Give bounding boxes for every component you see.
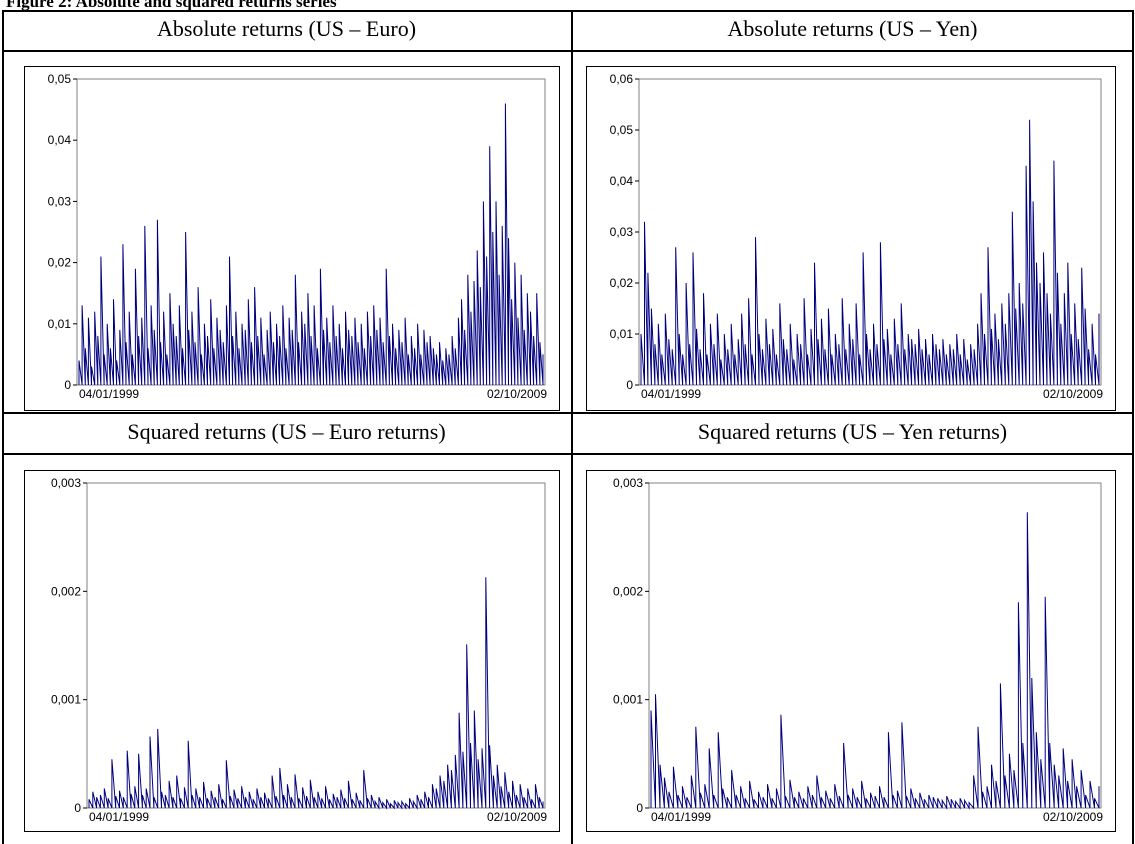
- plot-area: [648, 482, 1102, 809]
- plot-area: [638, 78, 1102, 386]
- chart-sq-yen: 0 0,001 0,002 0,003 04/01/1999 02/10/2009: [586, 470, 1116, 832]
- x-tick-label-start: 04/01/1999: [651, 810, 711, 824]
- y-tick-label: 0,001: [51, 693, 81, 707]
- y-tick-label: 0,001: [613, 693, 643, 707]
- table-border-left: [2, 10, 4, 844]
- x-tick-label-end: 02/10/2009: [487, 810, 547, 824]
- figure-caption: Figure 2: Absolute and squared returns s…: [6, 0, 337, 11]
- table-border-row2: [2, 412, 1134, 414]
- series-line: [640, 119, 1100, 386]
- x-tick-label-start: 04/01/1999: [89, 810, 149, 824]
- table-border-middle: [571, 10, 573, 844]
- panel-title-sq-euro: Squared returns (US – Euro returns): [127, 419, 446, 444]
- x-tick-label-start: 04/01/1999: [79, 387, 139, 401]
- panel-title-sq-yen: Squared returns (US – Yen returns): [697, 419, 1008, 444]
- table-border-top: [2, 10, 1134, 12]
- y-tick-label: 0,05: [48, 72, 72, 86]
- y-tick-label: 0,002: [51, 584, 81, 598]
- plot-area: [76, 78, 546, 386]
- y-tick-label: 0,02: [48, 256, 72, 270]
- panel-title-abs-euro: Absolute returns (US – Euro): [156, 16, 417, 41]
- y-tick-label: 0,01: [48, 317, 72, 331]
- table-border-right: [1132, 10, 1134, 844]
- y-tick-label: 0: [64, 378, 71, 392]
- chart-abs-euro: 0 0,01 0,02 0,03 0,04 0,05 04/01/1999 02/10/200…: [24, 66, 560, 411]
- y-tick-label: 0: [74, 801, 81, 815]
- y-tick-label: 0,06: [610, 72, 634, 86]
- figure-table: Absolute returns (US – Euro) Absolute re…: [2, 10, 1135, 844]
- y-tick-label: 0,02: [610, 276, 634, 290]
- x-tick-label-start: 04/01/1999: [641, 387, 701, 401]
- y-tick-label: 0,01: [610, 327, 634, 341]
- y-tick-label: 0,002: [613, 584, 643, 598]
- chart-abs-yen: 0 0,01 0,02 0,03 0,04 0,05 0,06 04/01/1999 02/10…: [586, 66, 1116, 411]
- chart-sq-euro-svg: 0 0,001 0,002 0,003 04/01/1999 02/10/2009: [51, 476, 547, 824]
- chart-abs-yen-svg: 0 0,01 0,02 0,03 0,04 0,05 0,06 04/01/1999 02/10…: [610, 72, 1104, 401]
- y-tick-label: 0: [636, 801, 643, 815]
- table-border-row3: [2, 453, 1134, 455]
- y-tick-label: 0,04: [48, 133, 72, 147]
- y-tick-label: 0,04: [610, 174, 634, 188]
- series-line: [78, 103, 544, 386]
- y-tick-label: 0,003: [51, 476, 81, 490]
- table-border-row1: [2, 50, 1134, 52]
- y-tick-label: 0,003: [613, 476, 643, 490]
- chart-sq-euro: 0 0,001 0,002 0,003 04/01/1999 02/10/2009: [24, 470, 560, 832]
- x-tick-label-end: 02/10/2009: [1043, 387, 1103, 401]
- y-tick-label: 0: [626, 378, 633, 392]
- y-tick-label: 0,03: [610, 225, 634, 239]
- y-tick-label: 0,05: [610, 123, 634, 137]
- series-line: [88, 577, 544, 810]
- x-tick-label-end: 02/10/2009: [487, 387, 547, 401]
- chart-sq-yen-svg: 0 0,001 0,002 0,003 04/01/1999 02/10/2009: [613, 476, 1103, 824]
- plot-area: [86, 482, 546, 809]
- x-tick-label-end: 02/10/2009: [1043, 810, 1103, 824]
- panel-title-abs-yen: Absolute returns (US – Yen): [727, 16, 978, 41]
- y-tick-label: 0,03: [48, 194, 72, 208]
- series-line: [650, 512, 1100, 810]
- chart-abs-euro-svg: 0 0,01 0,02 0,03 0,04 0,05 04/01/1999 02/10/200…: [48, 72, 548, 401]
